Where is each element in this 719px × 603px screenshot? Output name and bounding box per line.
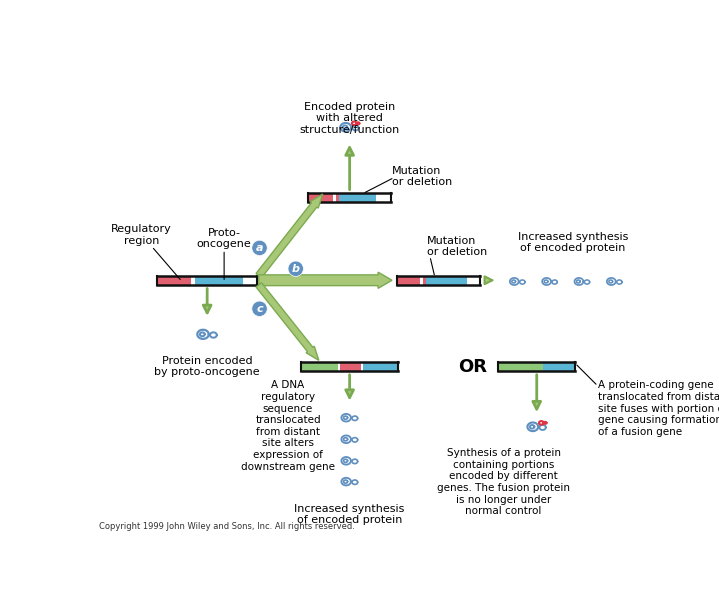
Text: OR: OR [458, 358, 487, 376]
Bar [420, 276, 423, 285]
Bar [308, 193, 333, 203]
Polygon shape [256, 283, 319, 361]
Text: Encoded protein
with altered
structure/function: Encoded protein with altered structure/f… [300, 102, 400, 135]
Polygon shape [256, 194, 323, 278]
Text: c: c [256, 304, 263, 314]
Bar [338, 362, 340, 371]
Bar [361, 362, 363, 371]
Bar [426, 276, 467, 285]
Polygon shape [259, 272, 392, 288]
Text: Increased synthesis
of encoded protein: Increased synthesis of encoded protein [518, 232, 628, 253]
Bar [339, 193, 376, 203]
Bar [157, 276, 257, 285]
Text: Synthesis of a protein
containing portions
encoded by different
genes. The fusio: Synthesis of a protein containing portio… [437, 448, 570, 516]
Bar [333, 193, 336, 203]
Bar [397, 276, 420, 285]
Text: A DNA
regulatory
sequence
translocated
from distant
site alters
expression of
do: A DNA regulatory sequence translocated f… [241, 380, 335, 472]
Bar [157, 276, 191, 285]
Bar [498, 362, 543, 371]
Bar [340, 362, 361, 371]
Circle shape [252, 240, 267, 256]
Text: b: b [292, 264, 300, 274]
Bar [195, 276, 243, 285]
Text: A protein-coding gene
translocated from distant
site fuses with portion of
gene : A protein-coding gene translocated from … [598, 380, 719, 437]
Text: Regulatory
region: Regulatory region [111, 224, 180, 279]
Text: Copyright 1999 John Wiley and Sons, Inc. All rights reserved.: Copyright 1999 John Wiley and Sons, Inc.… [99, 522, 355, 531]
Text: Mutation
or deletion: Mutation or deletion [392, 165, 452, 187]
Bar [363, 362, 398, 371]
Bar [543, 362, 575, 371]
Circle shape [252, 301, 267, 317]
Bar [301, 362, 398, 371]
Text: Increased synthesis
of encoded protein: Increased synthesis of encoded protein [295, 504, 405, 525]
Circle shape [288, 261, 303, 276]
Bar [423, 276, 426, 285]
Bar [397, 276, 480, 285]
Text: Mutation
or deletion: Mutation or deletion [426, 236, 487, 257]
Bar [336, 193, 339, 203]
Bar [301, 362, 338, 371]
Text: Protein encoded
by proto-oncogene: Protein encoded by proto-oncogene [155, 356, 260, 377]
Text: a: a [256, 243, 263, 253]
Bar [308, 193, 391, 203]
Text: Proto-
oncogene: Proto- oncogene [197, 228, 252, 279]
Bar [191, 276, 195, 285]
Bar [498, 362, 575, 371]
